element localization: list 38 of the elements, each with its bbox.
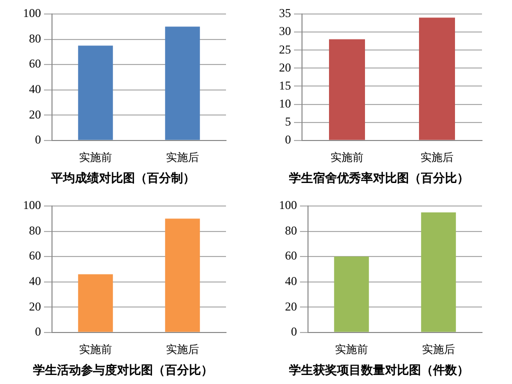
y-tick-label: 60 xyxy=(29,248,41,263)
y-tick-label: 100 xyxy=(23,6,41,20)
x-tick-label: 实施前 xyxy=(79,342,112,356)
y-tick-label: 15 xyxy=(279,78,291,92)
x-tick-label: 实施后 xyxy=(166,150,199,164)
y-tick-label: 100 xyxy=(279,198,297,212)
y-tick-label: 40 xyxy=(29,82,41,96)
x-tick-label: 实施后 xyxy=(422,342,455,356)
y-tick-label: 20 xyxy=(285,299,297,314)
y-tick-label: 0 xyxy=(291,324,297,339)
y-tick-label: 60 xyxy=(285,248,297,263)
y-tick-label: 40 xyxy=(29,274,41,288)
y-tick-label: 10 xyxy=(279,96,291,110)
y-tick-label: 20 xyxy=(29,107,41,122)
y-tick-label: 25 xyxy=(279,42,291,56)
y-tick-label: 40 xyxy=(285,274,297,288)
x-tick-label: 实施前 xyxy=(335,342,368,356)
y-tick-label: 60 xyxy=(29,56,41,71)
text: 学生宿舍优秀率对比图（百分比） xyxy=(289,170,469,185)
y-tick-label: 20 xyxy=(29,299,41,314)
y-tick-label: 0 xyxy=(285,132,291,147)
y-tick-label: 80 xyxy=(285,223,297,238)
y-tick-label: 5 xyxy=(285,114,291,128)
text: 学生获奖项目数量对比图（件数） xyxy=(289,362,469,377)
text: 学生活动参与度对比图（百分比） xyxy=(33,362,213,377)
y-tick-label: 35 xyxy=(279,6,291,20)
x-tick-label: 实施后 xyxy=(420,150,454,164)
y-tick-label: 80 xyxy=(29,31,41,46)
x-tick-label: 实施后 xyxy=(166,342,199,356)
y-tick-label: 20 xyxy=(279,60,291,74)
y-tick-label: 30 xyxy=(279,24,291,38)
x-tick-label: 实施前 xyxy=(79,150,112,164)
y-tick-label: 80 xyxy=(29,223,41,238)
x-tick-label: 实施前 xyxy=(330,150,364,164)
y-tick-label: 0 xyxy=(35,324,41,339)
y-tick-label: 0 xyxy=(35,132,41,147)
y-tick-label: 100 xyxy=(23,198,41,212)
text: 平均成绩对比图（百分制） xyxy=(50,170,195,185)
